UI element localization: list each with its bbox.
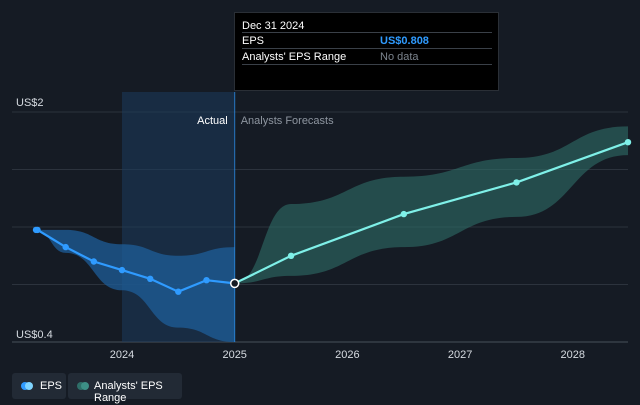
eps-point[interactable]	[90, 258, 98, 265]
eps-points	[32, 139, 632, 295]
eps-point[interactable]	[147, 275, 154, 282]
tooltip-row-eps: EPS US$0.808	[242, 32, 492, 49]
legend-item-eps[interactable]: EPS	[12, 373, 66, 399]
forecast-eps-range-band	[234, 126, 628, 284]
eps-forecast-point[interactable]	[400, 210, 407, 218]
eps-point[interactable]	[34, 226, 41, 234]
tooltip-label-range: Analysts' EPS Range	[242, 51, 347, 63]
x-axis-ticks: 2024 2025 2026 2027 2028	[110, 349, 585, 361]
x-tick-label: 2027	[448, 349, 472, 361]
tooltip-value-range: No data	[380, 51, 419, 63]
tooltip-label-eps: EPS	[242, 35, 265, 47]
legend-label-range: Analysts' EPS Range	[94, 380, 163, 404]
tooltip-row-range: Analysts' EPS Range No data	[242, 48, 492, 65]
eps-current-point[interactable]	[229, 278, 240, 289]
x-tick-label: 2026	[335, 349, 359, 361]
eps-point[interactable]	[203, 277, 210, 284]
eps-point[interactable]	[175, 288, 182, 295]
x-tick-label: 2025	[222, 349, 246, 361]
x-tick-label: 2024	[110, 349, 134, 361]
eps-forecast-point[interactable]	[624, 139, 632, 146]
eps-forecast-point[interactable]	[513, 179, 520, 186]
x-tick-label: 2028	[561, 349, 585, 361]
eps-point[interactable]	[118, 266, 126, 274]
tooltip: Dec 31 2024 EPS US$0.808 Analysts' EPS R…	[234, 12, 499, 91]
legend-swatch-eps-dot-icon	[25, 382, 33, 390]
tooltip-value-eps: US$0.808	[380, 35, 429, 47]
tooltip-date: Dec 31 2024	[242, 20, 305, 32]
eps-point[interactable]	[62, 243, 69, 251]
legend-item-eps-range[interactable]: Analysts' EPS Range	[68, 373, 182, 404]
y-axis-label-top: US$2	[16, 97, 44, 109]
eps-forecast-point[interactable]	[287, 252, 295, 259]
region-label-forecast: Analysts Forecasts	[241, 115, 334, 127]
tooltip-row-empty	[242, 64, 492, 89]
legend-label-eps: EPS	[40, 380, 63, 392]
legend-swatch-range-dot-icon	[81, 382, 89, 390]
region-label-actual: Actual	[197, 115, 228, 127]
y-axis-label-bottom: US$0.4	[16, 329, 53, 341]
